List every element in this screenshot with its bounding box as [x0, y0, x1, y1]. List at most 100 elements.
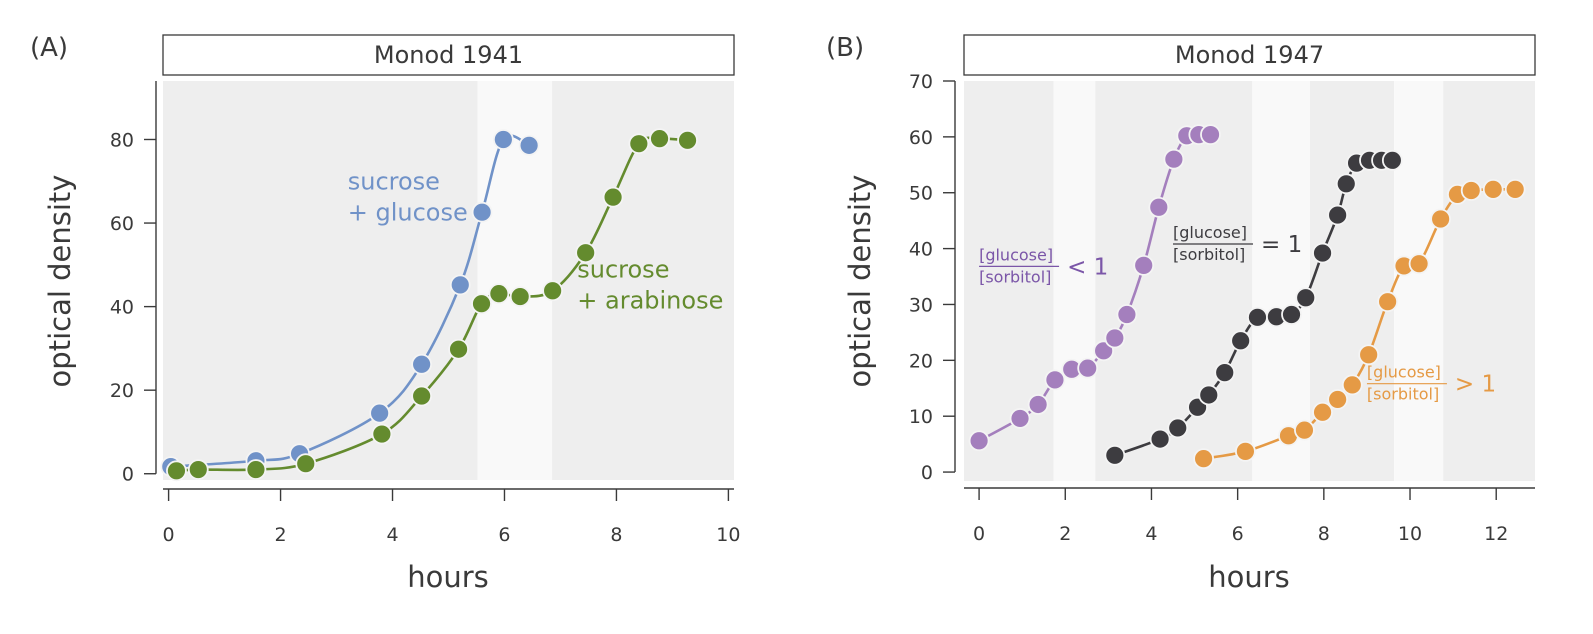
data-point	[187, 459, 209, 480]
data-point	[542, 280, 564, 302]
data-point	[575, 242, 597, 264]
y-tick-label: 0	[921, 462, 933, 484]
data-point	[245, 459, 267, 480]
panel-b-title: Monod 1947	[1175, 41, 1324, 69]
y-tick-label: 40	[909, 239, 933, 261]
y-tick-label: 40	[110, 297, 134, 319]
x-tick-label: 8	[610, 524, 622, 546]
data-point	[295, 453, 317, 475]
data-point	[1294, 419, 1315, 441]
data-point	[1312, 242, 1333, 264]
series-label-line: sucrose	[577, 255, 669, 283]
data-point	[1335, 173, 1357, 195]
fraction-denominator: [sorbitol]	[979, 267, 1051, 286]
data-point	[1198, 384, 1220, 406]
panel-b-label: (B)	[826, 33, 864, 63]
panel-a-axes: 0 20 40 60 80 0 2 4 6 8 10	[110, 81, 740, 546]
background-band-dark	[1095, 81, 1253, 481]
panel-b-strip	[963, 34, 1536, 76]
data-point	[1167, 417, 1189, 439]
panel-a-background-bands	[163, 81, 734, 480]
data-point	[677, 129, 698, 151]
x-tick-label: 4	[386, 524, 398, 546]
background-band-light	[1394, 81, 1444, 481]
fraction-numerator: [glucose]	[1367, 363, 1441, 382]
series-1	[968, 124, 1221, 452]
data-point	[471, 293, 492, 315]
data-point	[1077, 357, 1099, 379]
data-point	[1341, 374, 1363, 396]
data-point	[1104, 444, 1126, 466]
fraction-relation: < 1	[1067, 254, 1108, 280]
data-point	[492, 129, 514, 150]
data-point	[1027, 394, 1049, 415]
data-point	[1381, 149, 1403, 171]
panel-b-y-axis-title: optical density	[843, 175, 877, 388]
panel-b-x-axis-title: hours	[1208, 560, 1290, 594]
data-point	[649, 128, 670, 150]
x-tick-label: 4	[1145, 523, 1157, 545]
background-band-dark	[163, 81, 478, 480]
y-tick-label: 10	[909, 406, 933, 428]
data-point	[1200, 124, 1221, 146]
data-point	[488, 283, 510, 305]
x-tick-label: 6	[1232, 523, 1244, 545]
data-point	[369, 402, 391, 424]
data-point	[1460, 180, 1482, 201]
y-tick-label: 0	[122, 464, 134, 486]
background-band-dark	[1443, 81, 1535, 481]
x-tick-label: 10	[1398, 523, 1422, 545]
panel-b-series	[968, 124, 1526, 470]
x-tick-label: 2	[275, 524, 287, 546]
fraction-denominator: [sorbitol]	[1367, 385, 1439, 404]
data-point	[1327, 204, 1349, 226]
data-point	[1281, 304, 1302, 325]
data-point	[1230, 330, 1252, 352]
data-point	[449, 274, 471, 296]
panel-a-strip	[162, 34, 735, 76]
data-point	[1327, 389, 1349, 410]
data-point	[371, 423, 393, 445]
y-tick-label: 80	[110, 129, 134, 151]
y-tick-label: 20	[110, 380, 134, 402]
x-tick-label: 10	[716, 524, 740, 546]
series-2	[1104, 149, 1403, 466]
fraction-relation: > 1	[1455, 372, 1496, 398]
data-point	[509, 286, 531, 307]
data-point	[1214, 362, 1236, 384]
data-point	[411, 385, 433, 407]
data-point	[1163, 148, 1185, 170]
data-point	[968, 430, 990, 452]
data-point	[1148, 196, 1170, 218]
data-point	[1116, 304, 1138, 325]
x-tick-label: 6	[498, 524, 510, 546]
data-point	[166, 460, 187, 482]
data-point	[1235, 440, 1256, 462]
data-point	[1133, 254, 1155, 276]
data-point	[1377, 291, 1399, 313]
panel-b-series-labels: [glucose] [sorbitol] < 1 [glucose] [sorbitol…	[979, 223, 1496, 404]
data-point	[628, 133, 650, 155]
panel-a-y-axis-title: optical density	[43, 175, 77, 388]
background-band-light	[477, 81, 553, 480]
panel-a-label: (A)	[30, 33, 68, 63]
y-tick-label: 70	[909, 71, 933, 93]
data-point	[1430, 208, 1452, 230]
fraction-denominator: [sorbitol]	[1173, 245, 1245, 264]
panel-a-series	[160, 128, 698, 482]
y-tick-label: 60	[110, 213, 134, 235]
data-point	[518, 134, 540, 156]
y-tick-label: 60	[909, 127, 933, 149]
x-tick-label: 12	[1484, 523, 1508, 545]
data-point	[1504, 178, 1526, 200]
series-label-line: + arabinose	[577, 286, 723, 314]
x-tick-label: 8	[1318, 523, 1330, 545]
data-point	[1358, 344, 1380, 366]
x-tick-label: 0	[163, 524, 175, 546]
panel-a-x-axis-title: hours	[407, 560, 489, 594]
fraction-relation: = 1	[1261, 232, 1302, 258]
data-point	[471, 201, 493, 223]
series-3	[1193, 178, 1526, 470]
